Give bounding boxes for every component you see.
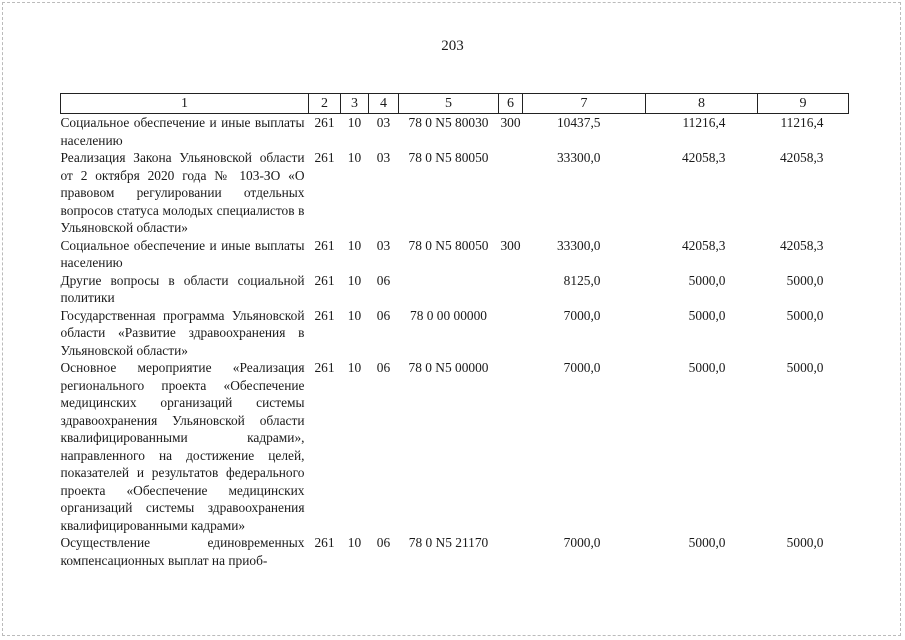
amount-col8: 5000,0 xyxy=(688,360,726,375)
code-expense-type: 300 xyxy=(500,115,521,130)
code-section: 10 xyxy=(347,272,362,288)
code-target: 78 0 N5 00000 xyxy=(408,360,489,375)
code-target: 78 0 N5 80050 xyxy=(408,237,489,253)
column-header-6: 6 xyxy=(498,93,523,114)
code-target: 78 0 N5 80050 xyxy=(408,150,489,165)
code-target: 78 0 N5 80030 xyxy=(408,115,489,130)
amount-col7: 7000,0 xyxy=(563,307,601,323)
column-header-7: 7 xyxy=(522,93,646,114)
code-subsection: 03 xyxy=(376,237,391,253)
table-row: Осуществление единовременных компенсацио… xyxy=(61,534,849,569)
table-row: Реализация Закона Ульяновской области от… xyxy=(61,149,849,237)
amount-col7: 33300,0 xyxy=(556,150,601,165)
code-subsection: 03 xyxy=(376,115,391,130)
amount-col9: 42058,3 xyxy=(779,237,824,253)
code-section: 10 xyxy=(347,535,362,550)
code-admin: 261 xyxy=(314,360,335,375)
code-section: 10 xyxy=(347,237,362,253)
code-expense-type xyxy=(499,359,523,534)
code-target: 78 0 N5 21170 xyxy=(408,535,489,550)
table-row: Государственная программа Ульяновской об… xyxy=(61,307,849,360)
column-header-3: 3 xyxy=(340,93,369,114)
code-admin: 261 xyxy=(314,115,335,130)
column-header-9: 9 xyxy=(757,93,849,114)
amount-col7: 10437,5 xyxy=(556,115,601,130)
amount-col7: 8125,0 xyxy=(563,272,601,288)
code-section: 10 xyxy=(347,115,362,130)
table-row: Другие вопросы в области социальной поли… xyxy=(61,272,849,307)
amount-col8: 5000,0 xyxy=(688,307,726,323)
row-name: Основное мероприятие «Реализация региона… xyxy=(60,360,305,533)
table-row: Социальное обеспечение и иные выплаты на… xyxy=(61,237,849,272)
column-header-2: 2 xyxy=(308,93,341,114)
column-header-5: 5 xyxy=(398,93,499,114)
code-subsection: 03 xyxy=(376,150,391,165)
code-subsection: 06 xyxy=(376,535,391,550)
code-section: 10 xyxy=(347,360,362,375)
amount-col8: 5000,0 xyxy=(688,535,726,550)
code-subsection: 06 xyxy=(376,360,391,375)
code-expense-type xyxy=(499,272,523,307)
amount-col8: 42058,3 xyxy=(681,237,726,253)
row-name: Социальное обеспечение и иные выплаты на… xyxy=(60,237,305,271)
code-admin: 261 xyxy=(314,150,335,165)
table-row: Социальное обеспечение и иные выплаты на… xyxy=(61,114,849,150)
amount-col8: 42058,3 xyxy=(681,150,726,165)
code-expense-type xyxy=(499,307,523,360)
amount-col8: 11216,4 xyxy=(682,115,726,130)
amount-col9: 11216,4 xyxy=(780,115,824,130)
amount-col9: 5000,0 xyxy=(786,535,824,550)
amount-col7: 7000,0 xyxy=(563,535,601,550)
amount-col9: 42058,3 xyxy=(779,150,824,165)
code-admin: 261 xyxy=(314,535,335,550)
amount-col7: 7000,0 xyxy=(563,360,601,375)
code-admin: 261 xyxy=(314,237,335,253)
amount-col8: 5000,0 xyxy=(688,272,726,288)
code-subsection: 06 xyxy=(376,272,391,288)
column-header-8: 8 xyxy=(645,93,758,114)
code-target xyxy=(399,272,499,307)
row-name: Социальное обеспечение и иные выплаты на… xyxy=(60,115,305,148)
row-name: Другие вопросы в области социальной поли… xyxy=(60,272,305,306)
table-row: Основное мероприятие «Реализация региона… xyxy=(61,359,849,534)
amount-col7: 33300,0 xyxy=(556,237,601,253)
code-admin: 261 xyxy=(314,272,335,288)
code-expense-type xyxy=(499,149,523,237)
code-admin: 261 xyxy=(314,307,335,323)
column-header-4: 4 xyxy=(368,93,399,114)
amount-col9: 5000,0 xyxy=(786,360,824,375)
row-name: Реализация Закона Ульяновской области от… xyxy=(60,150,305,235)
code-section: 10 xyxy=(347,307,362,323)
row-name: Государственная программа Ульяновской об… xyxy=(60,307,305,358)
code-expense-type: 300 xyxy=(500,237,521,253)
page-number: 203 xyxy=(441,38,464,54)
code-subsection: 06 xyxy=(376,307,391,323)
amount-col9: 5000,0 xyxy=(786,272,824,288)
amount-col9: 5000,0 xyxy=(786,307,824,323)
code-expense-type xyxy=(499,534,523,569)
code-target: 78 0 00 00000 xyxy=(410,307,487,323)
row-name: Осуществление единовременных компенсацио… xyxy=(60,535,305,568)
column-header-1: 1 xyxy=(60,93,309,114)
code-section: 10 xyxy=(347,150,362,165)
